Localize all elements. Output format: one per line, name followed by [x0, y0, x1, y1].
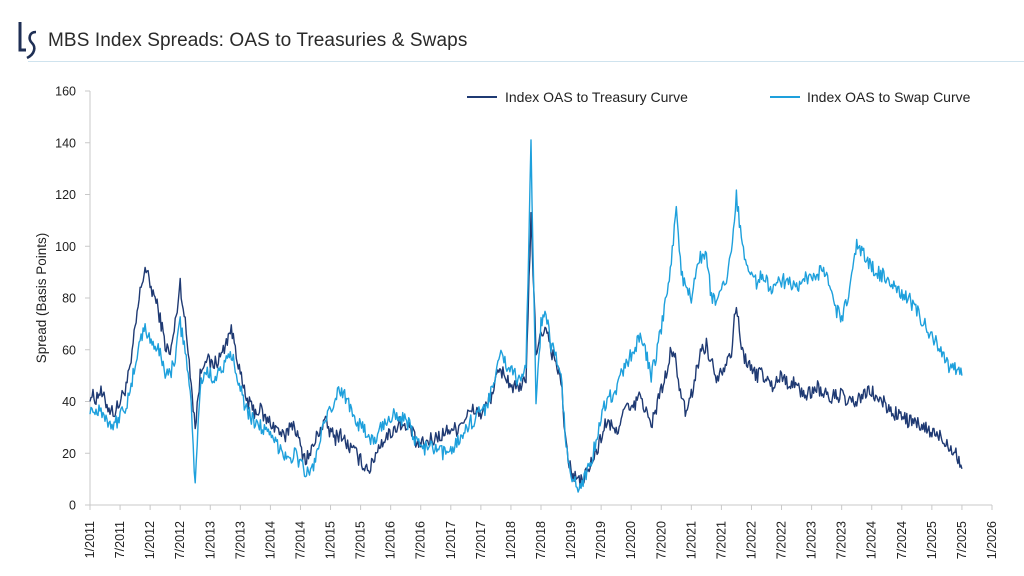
y-tick-label: 40 — [62, 395, 76, 409]
x-tick-label: 7/2017 — [474, 521, 488, 559]
x-tick-label: 1/2018 — [504, 521, 518, 559]
legend: Index OAS to Treasury Curve Index OAS to… — [467, 89, 971, 105]
series-line-treasury — [89, 212, 963, 489]
x-tick-label: 7/2020 — [654, 521, 668, 559]
x-tick-label: 1/2026 — [985, 521, 999, 559]
series-line-swap — [89, 139, 963, 493]
x-tick-label: 1/2020 — [624, 521, 638, 559]
y-tick-label: 160 — [55, 85, 76, 99]
chart-title: MBS Index Spreads: OAS to Treasuries & S… — [48, 30, 468, 51]
y-tick-label: 80 — [62, 292, 76, 306]
y-tick-label: 100 — [55, 240, 76, 254]
x-tick-label: 1/2023 — [805, 521, 819, 559]
x-tick-label: 1/2014 — [263, 521, 277, 559]
x-tick-label: 7/2011 — [113, 521, 127, 558]
x-axis: 1/2011 7/2011 1/2012 7/2012 1/2013 7/2013 1/20… — [83, 504, 999, 559]
ls-logo-icon — [18, 22, 37, 60]
y-tick-label: 140 — [55, 136, 76, 150]
chart-header: MBS Index Spreads: OAS to Treasuries & S… — [0, 0, 1024, 62]
x-tick-label: 1/2022 — [744, 521, 758, 559]
legend-label-swap: Index OAS to Swap Curve — [807, 89, 971, 105]
x-tick-label: 7/2015 — [354, 521, 368, 559]
x-tick-label: 1/2025 — [925, 521, 939, 559]
x-tick-label: 1/2012 — [143, 521, 157, 559]
x-tick-label: 7/2023 — [835, 521, 849, 559]
header-divider — [28, 61, 1024, 62]
y-tick-label: 60 — [62, 343, 76, 357]
x-tick-label: 7/2019 — [594, 521, 608, 559]
x-tick-label: 7/2024 — [895, 521, 909, 559]
x-tick-label: 7/2013 — [233, 521, 247, 559]
x-tick-label: 7/2016 — [414, 521, 428, 559]
legend-label-treasury: Index OAS to Treasury Curve — [505, 89, 688, 105]
x-tick-label: 7/2021 — [714, 521, 728, 559]
y-axis-label: Spread (Basis Points) — [34, 233, 49, 364]
x-tick-label: 7/2022 — [775, 521, 789, 559]
x-tick-label: 7/2025 — [955, 521, 969, 559]
x-tick-label: 1/2024 — [865, 521, 879, 559]
y-tick-label: 0 — [69, 499, 76, 513]
y-axis: 0 20 40 60 80 100 120 140 160 — [55, 85, 91, 513]
x-tick-label: 1/2019 — [564, 521, 578, 559]
x-tick-label: 1/2016 — [384, 521, 398, 559]
x-tick-label: 1/2021 — [684, 521, 698, 559]
x-tick-label: 1/2017 — [444, 521, 458, 559]
x-tick-label: 7/2012 — [173, 521, 187, 559]
x-tick-label: 1/2015 — [324, 521, 338, 559]
series-layer — [89, 139, 963, 493]
x-tick-label: 1/2011 — [83, 521, 97, 558]
x-tick-label: 7/2014 — [293, 521, 307, 559]
y-tick-label: 120 — [55, 188, 76, 202]
y-tick-label: 20 — [62, 447, 76, 461]
x-tick-label: 1/2013 — [203, 521, 217, 559]
x-tick-label: 7/2018 — [534, 521, 548, 559]
